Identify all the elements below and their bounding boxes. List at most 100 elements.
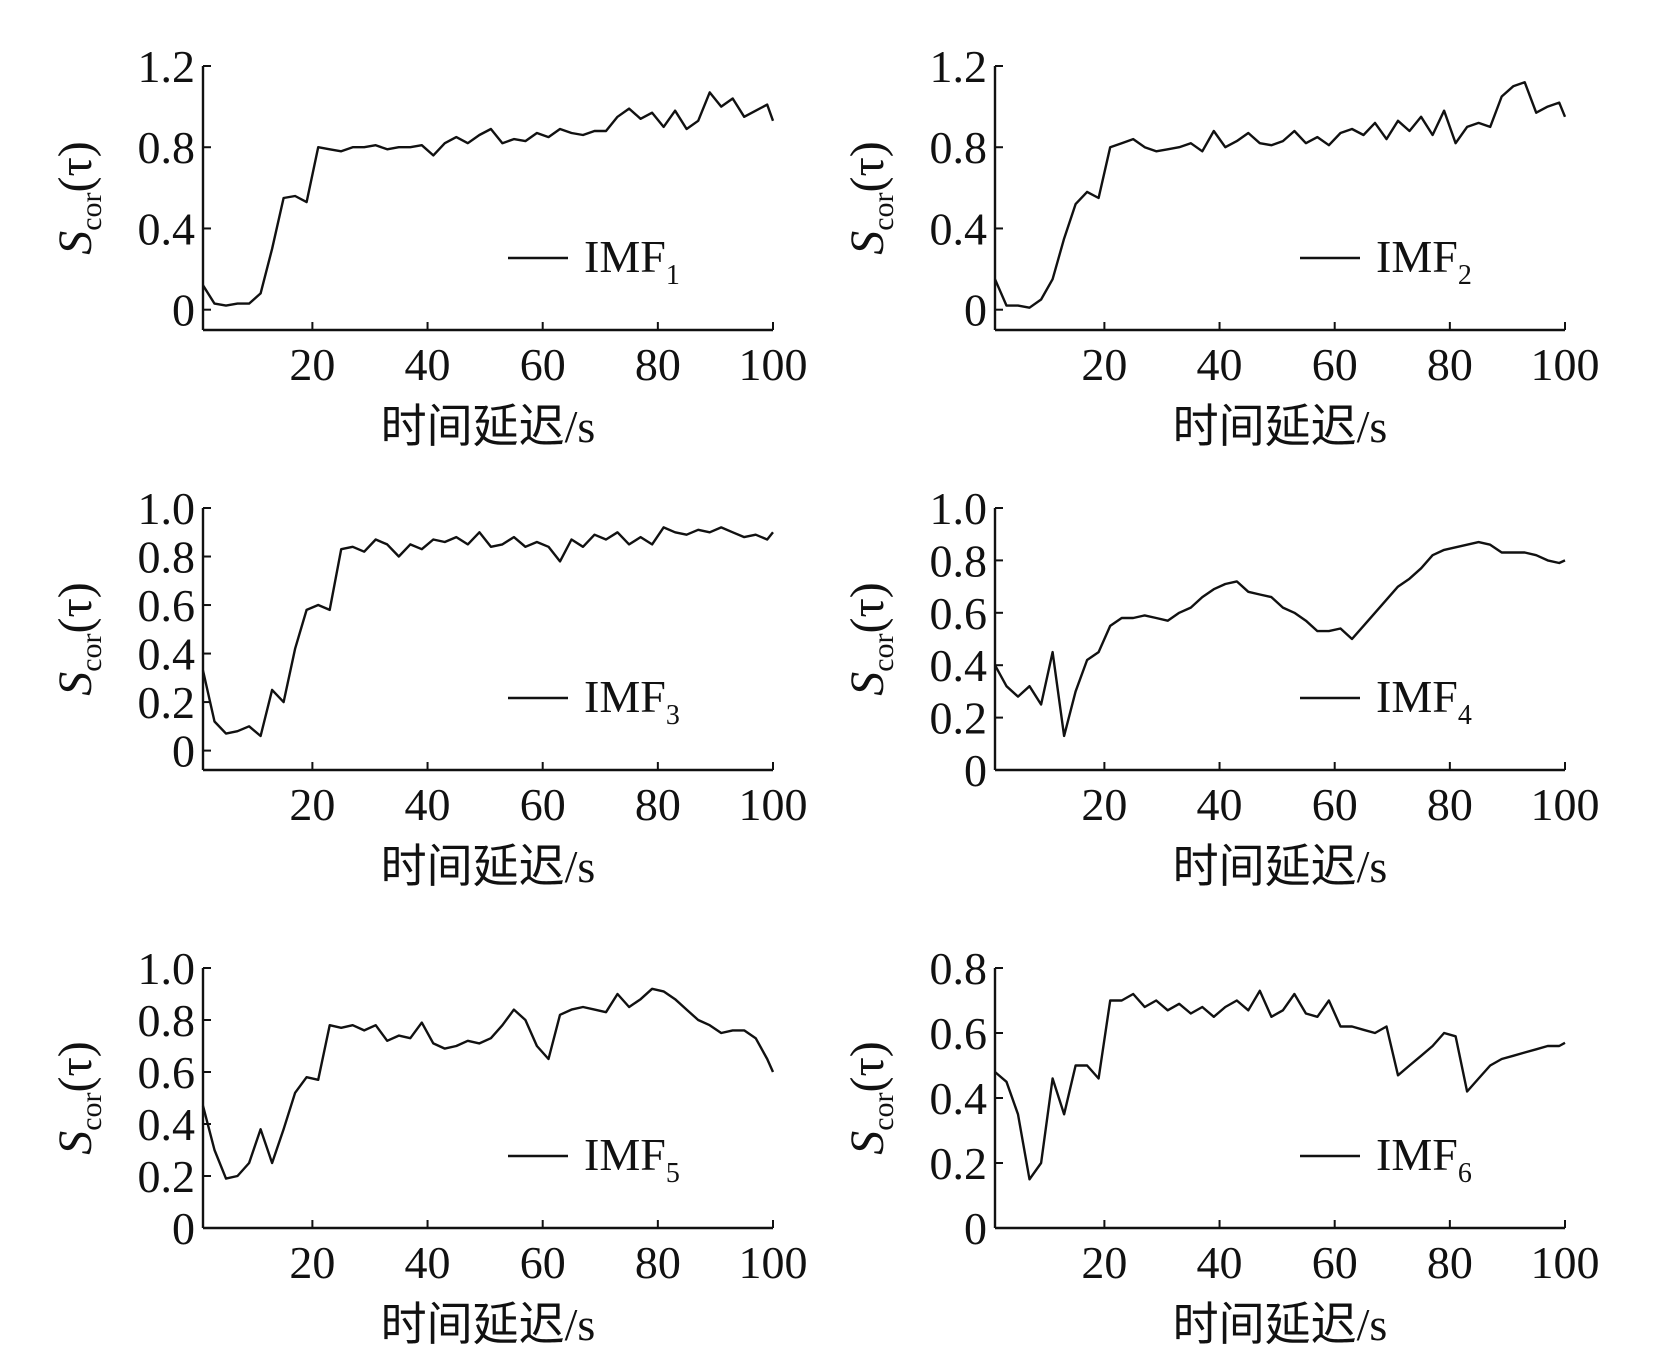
x-tick-label: 60 (520, 779, 566, 830)
y-tick-label: 0.6 (138, 580, 196, 631)
y-tick-label: 0.4 (138, 1099, 196, 1150)
x-tick-label: 60 (1312, 1237, 1358, 1288)
x-tick-label: 100 (1531, 779, 1600, 830)
x-tick-label: 20 (1081, 779, 1127, 830)
y-axis-label: Scor(τ) (49, 141, 108, 255)
x-tick-label: 20 (289, 779, 335, 830)
x-tick-label: 100 (739, 779, 808, 830)
legend-label: IMF1 (584, 231, 680, 291)
y-label-rest: (τ) (841, 1041, 894, 1092)
x-tick-label: 80 (1427, 1237, 1473, 1288)
data-line (201, 526, 774, 738)
x-tick-label: 20 (1081, 339, 1127, 390)
data-line (994, 989, 1566, 1181)
legend-subscript: 2 (1458, 260, 1472, 291)
y-tick-label: 0.4 (930, 640, 988, 691)
y-tick-label: 0 (964, 745, 987, 796)
y-label-sub: cor (75, 1092, 108, 1130)
subplot: 00.20.40.60.81.0 20 40 60 80 100 时间延迟/s Scor(τ)… (49, 943, 808, 1350)
y-tick-label: 0.4 (138, 629, 196, 680)
y-label-main: S (841, 1131, 894, 1155)
legend-label: IMF3 (584, 671, 680, 731)
legend-subscript: 5 (666, 1158, 680, 1189)
subplot: 00.20.40.60.81.0 20 40 60 80 100 时间延迟/s Scor(τ)… (841, 483, 1600, 892)
x-tick-label: 100 (739, 1237, 808, 1288)
y-tick-label: 1.2 (138, 41, 196, 92)
y-tick-label: 1.0 (138, 483, 196, 534)
y-label-sub: cor (867, 192, 900, 230)
x-tick-label: 40 (405, 1237, 451, 1288)
legend-name: IMF (1376, 1129, 1458, 1180)
y-tick-label: 0.4 (930, 1073, 988, 1124)
y-label-main: S (841, 672, 894, 696)
legend-label: IMF2 (1376, 231, 1472, 291)
x-tick-label: 80 (1427, 779, 1473, 830)
legend-name: IMF (1376, 671, 1458, 722)
x-tick-label: 60 (1312, 339, 1358, 390)
y-tick-label: 0.8 (138, 122, 196, 173)
y-tick-label: 0.8 (138, 532, 196, 583)
x-tick-label: 40 (405, 339, 451, 390)
x-tick-label: 20 (289, 1237, 335, 1288)
y-tick-label: 0.2 (138, 677, 196, 728)
data-line (993, 540, 1566, 738)
y-tick-label: 0.2 (930, 693, 988, 744)
y-label-rest: (τ) (49, 141, 102, 192)
y-tick-label: 0 (172, 1203, 195, 1254)
x-tick-label: 60 (520, 1237, 566, 1288)
y-axis-label: Scor(τ) (841, 582, 900, 696)
y-tick-label: 1.0 (930, 483, 988, 534)
y-tick-label: 0.6 (930, 588, 988, 639)
y-label-main: S (49, 672, 102, 696)
y-tick-label: 0 (172, 285, 195, 336)
y-tick-label: 1.0 (138, 943, 196, 994)
x-axis-label: 时间延迟/s (381, 841, 596, 892)
y-axis-label: Scor(τ) (49, 1041, 108, 1155)
subplot: 0 0.4 0.8 1.2 20 40 60 80 100 时间延迟/s Scor(τ) IMF2 (841, 41, 1600, 452)
x-tick-label: 80 (635, 339, 681, 390)
subplot: 0 0.4 0.8 1.2 20 40 60 80 100 时间延迟/s Scor(τ) IMF1 (49, 41, 808, 452)
x-tick-label: 60 (1312, 779, 1358, 830)
subplot: 0 0.2 0.4 0.6 0.8 20 40 60 80 100 时间延迟/s Scor(τ) IMF… (841, 943, 1600, 1350)
y-tick-label: 0.2 (930, 1138, 988, 1189)
legend-label: IMF4 (1376, 671, 1472, 731)
data-line (993, 81, 1567, 309)
y-label-main: S (841, 231, 894, 255)
y-label-sub: cor (75, 192, 108, 230)
legend-subscript: 1 (666, 260, 680, 291)
x-axis-label: 时间延迟/s (1173, 1299, 1388, 1350)
y-tick-label: 0.8 (930, 535, 988, 586)
legend-name: IMF (584, 1129, 666, 1180)
data-line (201, 91, 775, 307)
legend-subscript: 3 (666, 700, 680, 731)
y-tick-label: 0.8 (930, 943, 988, 994)
y-tick-label: 0 (964, 285, 987, 336)
y-tick-label: 1.2 (930, 41, 988, 92)
y-tick-label: 0 (964, 1203, 987, 1254)
legend-label: IMF6 (1376, 1129, 1472, 1189)
y-tick-label: 0.4 (930, 203, 988, 254)
y-tick-label: 0.6 (138, 1047, 196, 1098)
x-tick-label: 80 (1427, 339, 1473, 390)
x-tick-label: 40 (1197, 339, 1243, 390)
legend-subscript: 4 (1458, 700, 1472, 731)
y-tick-label: 0.8 (138, 995, 196, 1046)
legend-name: IMF (584, 671, 666, 722)
y-axis-label: Scor(τ) (841, 141, 900, 255)
subplot: 00.20.40.60.81.0 20 40 60 80 100 时间延迟/s Scor(τ)… (49, 483, 808, 892)
x-tick-label: 20 (289, 339, 335, 390)
y-label-sub: cor (867, 1092, 900, 1130)
legend-name: IMF (1376, 231, 1458, 282)
x-axis-label: 时间延迟/s (1173, 401, 1388, 452)
x-tick-label: 80 (635, 1237, 681, 1288)
y-label-main: S (49, 231, 102, 255)
legend-name: IMF (584, 231, 666, 282)
legend-subscript: 6 (1458, 1158, 1472, 1189)
y-tick-label: 0.6 (930, 1008, 988, 1059)
x-axis-label: 时间延迟/s (381, 401, 596, 452)
x-tick-label: 20 (1081, 1237, 1127, 1288)
x-tick-label: 40 (405, 779, 451, 830)
x-tick-label: 80 (635, 779, 681, 830)
data-line (201, 987, 775, 1180)
y-tick-label: 0 (172, 726, 195, 777)
